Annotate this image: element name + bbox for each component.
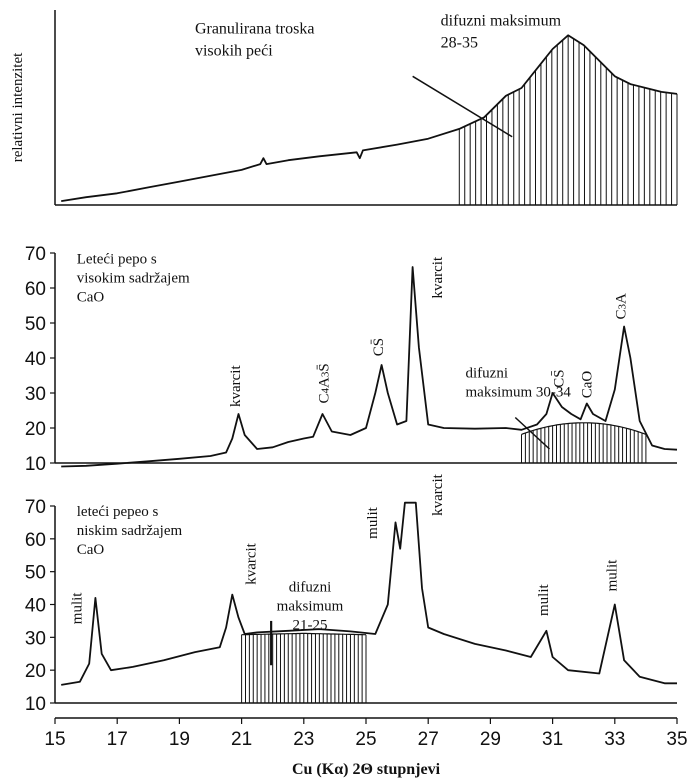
series-line bbox=[61, 501, 677, 686]
y-tick-label: 10 bbox=[25, 694, 46, 715]
annotation-text: CaO bbox=[77, 542, 105, 558]
peak-label: mulit bbox=[365, 506, 381, 539]
leader-line bbox=[412, 75, 513, 138]
x-tick-label: 31 bbox=[542, 729, 563, 750]
x-tick-label: 19 bbox=[169, 729, 190, 750]
x-axis-label: Cu (Kα) 2Θ stupnjevi bbox=[292, 761, 441, 778]
peak-label: mulit bbox=[69, 592, 85, 625]
peak-label: kvarcit bbox=[430, 256, 446, 298]
y-tick-label: 70 bbox=[25, 497, 46, 518]
x-tick-label: 15 bbox=[44, 729, 65, 750]
y-tick-label: 60 bbox=[25, 530, 46, 551]
callout-text: 21-25 bbox=[293, 617, 328, 633]
annotation-text: visokih peći bbox=[195, 42, 273, 59]
x-tick-label: 21 bbox=[231, 729, 252, 750]
peak-label: kvarcit bbox=[430, 473, 446, 515]
annotation-text: visokim sadržajem bbox=[77, 271, 190, 287]
x-tick-label: 25 bbox=[355, 729, 376, 750]
diffuse-envelope bbox=[241, 632, 366, 636]
callout-text: maksimum 30-34 bbox=[466, 384, 572, 400]
x-tick-label: 27 bbox=[418, 729, 439, 750]
peak-label: kvarcit bbox=[228, 365, 244, 407]
annotation-text: leteći pepeo s bbox=[77, 504, 159, 520]
peak-label: CS̄ bbox=[371, 338, 387, 356]
chart-panel-bottom: 10 20 30 40 50 60 70 15 17 19 21 23 25 27 29 31 33 35 Cu (… bbox=[25, 473, 688, 778]
x-tick-label: 17 bbox=[107, 729, 128, 750]
y-tick-label: 20 bbox=[25, 419, 46, 440]
peak-label: CS̄ bbox=[551, 369, 567, 387]
peak-label: C4A3S̄ bbox=[317, 363, 333, 403]
y-tick-label: 20 bbox=[25, 661, 46, 682]
peak-label: mulit bbox=[536, 583, 552, 616]
y-tick-label: 40 bbox=[25, 596, 46, 617]
x-tick-label: 23 bbox=[293, 729, 314, 750]
annotation-text: niskim sadržajem bbox=[77, 523, 183, 539]
callout-text: difuzni bbox=[289, 579, 332, 595]
x-tick-label: 33 bbox=[604, 729, 625, 750]
leader-line bbox=[514, 416, 550, 450]
diffuse-envelope bbox=[521, 422, 647, 435]
y-tick-label: 50 bbox=[25, 314, 46, 335]
series-line bbox=[61, 34, 678, 202]
peak-label: kvarcit bbox=[244, 542, 260, 584]
shaded-region bbox=[458, 35, 678, 205]
x-tick-label: 29 bbox=[480, 729, 501, 750]
callout-text: difuzni bbox=[466, 365, 509, 381]
annotation-text: Leteći pepo s bbox=[77, 252, 157, 268]
annotation-text: Granulirana troska bbox=[195, 20, 315, 37]
y-tick-label: 40 bbox=[25, 349, 46, 370]
peak-label: mulit bbox=[604, 559, 620, 592]
callout-text: maksimum bbox=[277, 598, 344, 614]
peak-label: CaO bbox=[579, 371, 595, 399]
y-tick-label: 60 bbox=[25, 279, 46, 300]
x-tick-label: 35 bbox=[666, 729, 687, 750]
shaded-region bbox=[521, 422, 647, 464]
y-tick-label: 10 bbox=[25, 454, 46, 475]
annotation-text: difuzni maksimum bbox=[441, 13, 562, 30]
y-tick-label: 50 bbox=[25, 563, 46, 584]
series-line bbox=[61, 266, 678, 468]
y-tick-label: 70 bbox=[25, 244, 46, 265]
y-tick-label: 30 bbox=[25, 628, 46, 649]
y-axis-label: relativni intenzitet bbox=[10, 52, 26, 162]
shaded-region bbox=[241, 632, 367, 704]
y-tick-label: 30 bbox=[25, 384, 46, 405]
chart-panel-top: relativni intenzitet Granulirana troska vi… bbox=[10, 10, 678, 206]
peak-label: C3A bbox=[614, 293, 630, 320]
annotation-text: CaO bbox=[77, 290, 105, 306]
annotation-text: 28-35 bbox=[441, 35, 478, 52]
chart-panel-middle: 10 20 30 40 50 60 70 Leteći pepo s visokim sadrž… bbox=[25, 244, 678, 475]
